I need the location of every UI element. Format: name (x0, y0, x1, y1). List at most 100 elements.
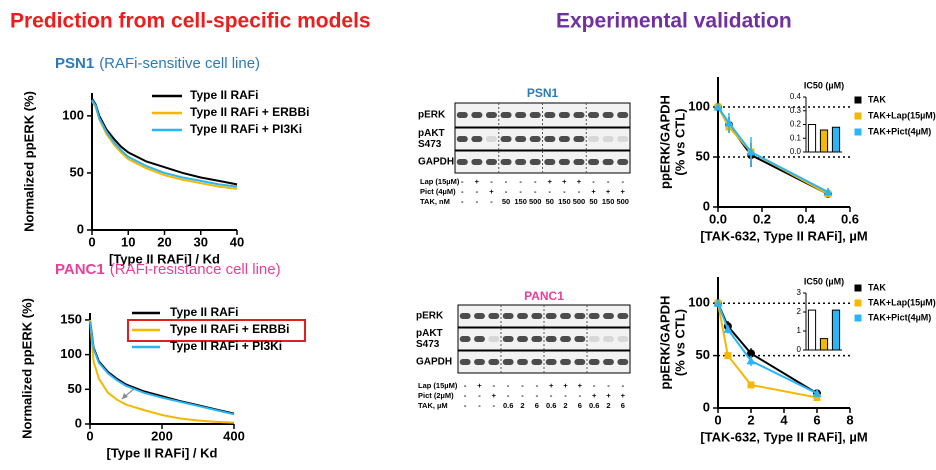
condition-value: - (505, 177, 508, 186)
fit-curve (717, 303, 818, 399)
condition-value: - (578, 187, 581, 196)
legend-label: Type II RAFi + ERBBi (170, 322, 289, 336)
condition-value: 500 (529, 197, 542, 206)
fit-curve (717, 106, 829, 193)
x-axis-label: [TAK-632, Type II RAFi], µM (700, 228, 867, 243)
y-tick-label: 50 (68, 381, 82, 396)
x-tick-label: 0.6 (841, 211, 859, 226)
condition-value: 0.6 (589, 401, 599, 410)
chart-title: PANC1 (RAFi-resistance cell line) (55, 261, 281, 278)
condition-value: - (622, 381, 625, 390)
y-tick-label: 0 (77, 221, 84, 236)
fit-curve (717, 302, 818, 395)
condition-value: 0.6 (546, 401, 556, 410)
blot-band (588, 313, 600, 319)
blot-band (545, 313, 557, 319)
blot-band (502, 313, 514, 319)
x-tick-label: 0.0 (709, 211, 727, 226)
condition-value: 500 (616, 197, 629, 206)
blot-band (531, 336, 543, 342)
condition-value: + (621, 391, 626, 400)
condition-value: + (592, 391, 597, 400)
data-point (812, 388, 822, 397)
blot-band (517, 336, 528, 342)
condition-label: TAK, µM (418, 401, 448, 410)
y-axis-label: ppERK/GAPDH (657, 296, 672, 390)
blot-band (560, 359, 571, 365)
blot-title: PANC1 (524, 289, 564, 303)
blot-row-label: pERK (418, 110, 446, 121)
blot-band (558, 136, 570, 142)
blot-title: PSN1 (527, 86, 559, 100)
inset-title: IC50 (µM) (804, 276, 844, 286)
blot-band (588, 159, 600, 165)
highlight-box (127, 319, 306, 342)
blot-band (574, 313, 586, 319)
condition-value: 500 (573, 197, 586, 206)
y-tick-label: 0 (75, 415, 82, 430)
legend-swatch (854, 128, 862, 136)
blot-row-label: GAPDH (418, 157, 454, 168)
y-tick-label: 50 (696, 347, 710, 362)
blot-band (602, 159, 614, 165)
condition-value: - (593, 381, 596, 390)
legend-label: Type II RAFi (170, 305, 238, 319)
condition-label: Pict (4µM) (420, 187, 456, 196)
data-point (713, 102, 723, 111)
legend-label: TAK (868, 282, 886, 292)
blot-band (459, 359, 471, 365)
condition-value: 2 (520, 401, 524, 410)
blot-band (500, 112, 512, 118)
blot-band (617, 112, 629, 118)
blot-band (474, 336, 485, 342)
blot-band (529, 159, 541, 165)
blot-band (574, 359, 586, 365)
blot-band (515, 159, 527, 165)
blot-band (517, 313, 528, 319)
condition-value: - (521, 381, 524, 390)
inset-y-tick-label: 2 (797, 307, 802, 316)
legend-label: TAK+Lap(15µM) (868, 297, 936, 307)
blot-band (515, 136, 527, 142)
blot-band (617, 336, 629, 342)
data-point (823, 187, 833, 196)
blot-band (485, 112, 497, 118)
condition-value: - (521, 391, 524, 400)
legend-swatch (854, 112, 862, 120)
condition-value: + (621, 187, 626, 196)
data-point (746, 356, 756, 365)
x-tick-label: 10 (121, 234, 135, 249)
condition-value: - (549, 187, 552, 196)
blot-band (529, 112, 541, 118)
blot-band (545, 336, 557, 342)
condition-value: - (519, 177, 522, 186)
condition-value: 150 (602, 197, 615, 206)
x-tick-label: 6 (813, 412, 820, 427)
blot-band (573, 112, 585, 118)
annotation-arrowhead (122, 393, 128, 399)
data-point (724, 118, 734, 127)
condition-value: - (534, 177, 537, 186)
condition-value: 50 (546, 197, 554, 206)
legend-label: Type II RAFi (190, 88, 258, 102)
data-point (813, 394, 821, 402)
condition-value: - (493, 381, 496, 390)
x-tick-label: 2 (747, 412, 754, 427)
inset-bar (831, 126, 841, 153)
blot-band (544, 112, 556, 118)
inset-y-tick-label: 3 (797, 288, 802, 297)
y-tick-label: 100 (688, 295, 710, 310)
blot-band (588, 359, 600, 365)
blot-band (560, 313, 571, 319)
inset-y-tick-label: 0 (797, 345, 802, 354)
blot-band (544, 159, 556, 165)
blot-band (602, 112, 614, 118)
chart-subtitle: (RAFi-resistance cell line) (110, 261, 281, 278)
condition-value: - (563, 187, 566, 196)
x-tick-label: 40 (230, 234, 244, 249)
y-tick-label: 0 (703, 399, 710, 414)
blot-band (617, 159, 629, 165)
legend-label: Type II RAFi + PI3Ki (190, 122, 302, 136)
legend-label: Type II RAFi + ERBBi (190, 105, 309, 119)
series-line (91, 99, 238, 188)
